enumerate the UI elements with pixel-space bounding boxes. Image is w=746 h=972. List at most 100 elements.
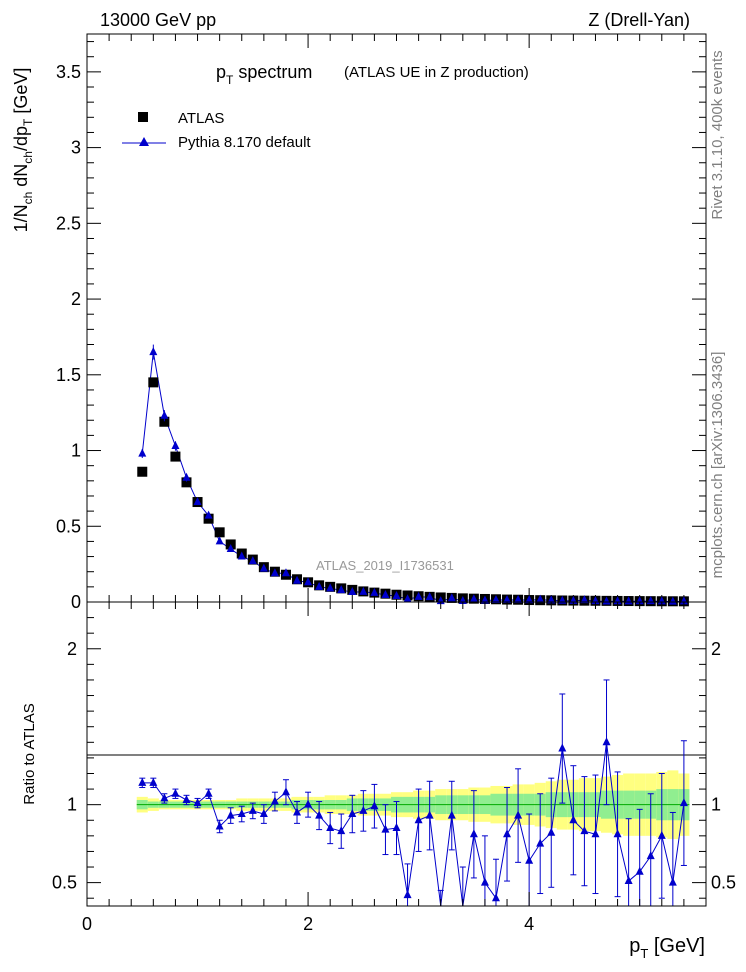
main-y-tick-label: 3: [71, 138, 81, 158]
ratio-point: [668, 877, 677, 886]
x-axis-label: pT [GeV]: [629, 935, 705, 961]
chart-title: pT spectrum: [216, 62, 312, 87]
ratio-point: [193, 798, 202, 807]
ratio-point: [558, 743, 567, 752]
pythia-point: [281, 568, 290, 577]
ratio-point: [569, 815, 578, 824]
ratio-point: [160, 793, 169, 802]
atlas-point: [159, 416, 170, 427]
pythia-point: [668, 596, 677, 605]
pythia-point: [270, 568, 279, 577]
pythia-point: [348, 587, 357, 596]
ratio-point: [525, 855, 534, 864]
pythia-point: [480, 595, 489, 604]
pythia-point: [193, 497, 202, 506]
pythia-point: [425, 592, 434, 601]
pythia-point: [326, 583, 335, 592]
ratio-point: [237, 809, 246, 818]
pythia-point: [392, 590, 401, 599]
ratio-data-marks: [138, 679, 688, 907]
x-tick-label: 4: [524, 914, 534, 934]
atlas-point: [148, 377, 159, 388]
ratio-point: [536, 838, 545, 847]
ratio-point: [370, 801, 379, 810]
ratio-point: [259, 809, 268, 818]
pythia-point: [215, 536, 224, 545]
main-y-tick-label: 0.5: [56, 516, 81, 536]
main-data-marks: [137, 344, 689, 607]
ratio-point: [635, 866, 644, 875]
ratio-y-tick-label-right: 0.5: [711, 873, 736, 893]
ratio-point: [547, 827, 556, 836]
main-y-tick-label: 3.5: [56, 62, 81, 82]
pythia-point: [447, 593, 456, 602]
atlas-point: [203, 513, 214, 524]
ratio-point: [491, 893, 500, 902]
ratio-point: [182, 794, 191, 803]
pythia-point: [337, 585, 346, 594]
pythia-point: [226, 543, 235, 552]
pythia-point: [204, 510, 213, 519]
ratio-point: [359, 805, 368, 814]
ratio-y-tick-label-right: 1: [711, 795, 721, 815]
pythia-point: [359, 586, 368, 595]
atlas-point: [170, 451, 181, 462]
legend-atlas-label: ATLAS: [178, 110, 224, 127]
x-tick-label: 0: [82, 914, 92, 934]
pythia-point: [414, 591, 423, 600]
ratio-point: [580, 826, 589, 835]
pythia-point: [237, 551, 246, 560]
ratio-point: [480, 877, 489, 886]
atlas-point: [137, 466, 148, 477]
ratio-point: [657, 830, 666, 839]
ratio-frame: [86, 601, 707, 907]
ratio-point: [226, 810, 235, 819]
ratio-point: [447, 810, 456, 819]
pythia-point: [580, 595, 589, 604]
main-y-axis-label: 1/Nch dNch/dpT [GeV]: [11, 68, 35, 233]
ratio-point: [215, 821, 224, 830]
legend-pythia-marker: [139, 137, 149, 146]
ratio-point: [425, 810, 434, 819]
ratio-point: [624, 876, 633, 885]
ratio-y-tick-label: 0.5: [52, 873, 77, 893]
ratio-y-tick-label: 2: [67, 639, 77, 659]
pythia-point: [182, 472, 191, 481]
chart-subtitle: (ATLAS UE in Z production): [344, 64, 529, 81]
pythia-point: [403, 594, 412, 603]
pythia-point: [160, 410, 169, 419]
main-y-tick-label: 2.5: [56, 213, 81, 233]
pythia-point: [547, 595, 556, 604]
ratio-point: [304, 799, 313, 808]
ratio-point: [414, 815, 423, 824]
main-y-tick-label: 1.5: [56, 365, 81, 385]
ratio-point: [204, 788, 213, 797]
ratio-point: [149, 777, 158, 786]
main-y-tick-label: 0: [71, 592, 81, 612]
pythia-point: [370, 587, 379, 596]
ratio-point: [270, 796, 279, 805]
main-panel: 0 0.5 1 1.5 2 2.5 3 3.5: [56, 33, 707, 612]
main-y-tick-label: 2: [71, 289, 81, 309]
header-beam: 13000 GeV pp: [100, 10, 216, 30]
pythia-point: [525, 595, 534, 604]
side-text-rivet: Rivet 3.1.10, 400k events: [709, 50, 726, 219]
ratio-point: [591, 829, 600, 838]
main-y-axis: 0 0.5 1 1.5 2 2.5 3 3.5: [56, 41, 706, 612]
pythia-point: [248, 556, 257, 565]
ratio-point: [326, 823, 335, 832]
side-text-mcplots: mcplots.cern.ch [arXiv:1306.3436]: [709, 352, 726, 579]
analysis-label: ATLAS_2019_I1736531: [316, 558, 454, 573]
ratio-point: [138, 777, 147, 786]
ratio-point: [337, 826, 346, 835]
ratio-y-axis-label: Ratio to ATLAS: [21, 703, 38, 804]
ratio-point: [602, 737, 611, 746]
pythia-point: [514, 594, 523, 603]
pythia-point: [138, 448, 147, 457]
ratio-point: [503, 829, 512, 838]
ratio-point: [248, 805, 257, 814]
ratio-point: [613, 829, 622, 838]
pythia-point: [304, 577, 313, 586]
atlas-point: [181, 477, 192, 488]
